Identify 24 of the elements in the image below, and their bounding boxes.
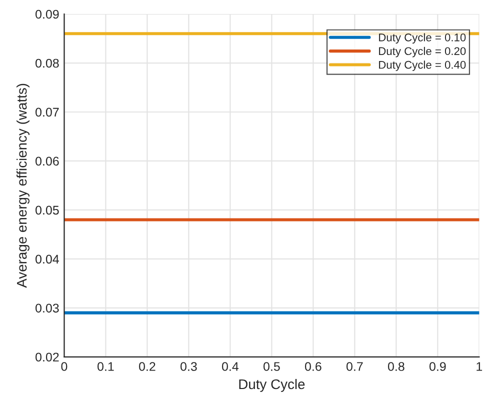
x-tick-label: 0.6 [304,362,322,371]
legend-label: Duty Cycle = 0.40 [379,60,466,71]
y-tick-label: 0.03 [36,304,59,313]
y-tick-label: 0.07 [36,108,59,117]
y-tick-label: 0.09 [36,10,59,19]
x-tick-label: 0.2 [139,362,156,371]
y-axis-title: Average energy efficiency (watts) [16,84,30,288]
x-axis-title: Duty Cycle [239,378,305,392]
legend-label: Duty Cycle = 0.10 [379,33,466,44]
x-tick-label: 0.4 [222,362,239,371]
y-tick-label: 0.05 [36,206,59,215]
x-tick-label: 1 [476,362,482,371]
x-tick-label: 0 [61,362,68,371]
x-tick-label: 0.5 [264,362,280,371]
y-tick-label: 0.02 [36,352,59,362]
x-tick-label: 0.9 [429,362,446,371]
x-tick-label: 0.1 [98,362,114,371]
x-tick-label: 0.7 [346,362,363,371]
y-tick-label: 0.08 [36,58,59,68]
y-tick-label: 0.06 [36,156,59,166]
x-tick-label: 0.8 [388,362,404,371]
x-tick-label: 0.3 [180,362,197,371]
y-tick-label: 0.04 [36,254,59,264]
legend-label: Duty Cycle = 0.20 [379,46,466,58]
